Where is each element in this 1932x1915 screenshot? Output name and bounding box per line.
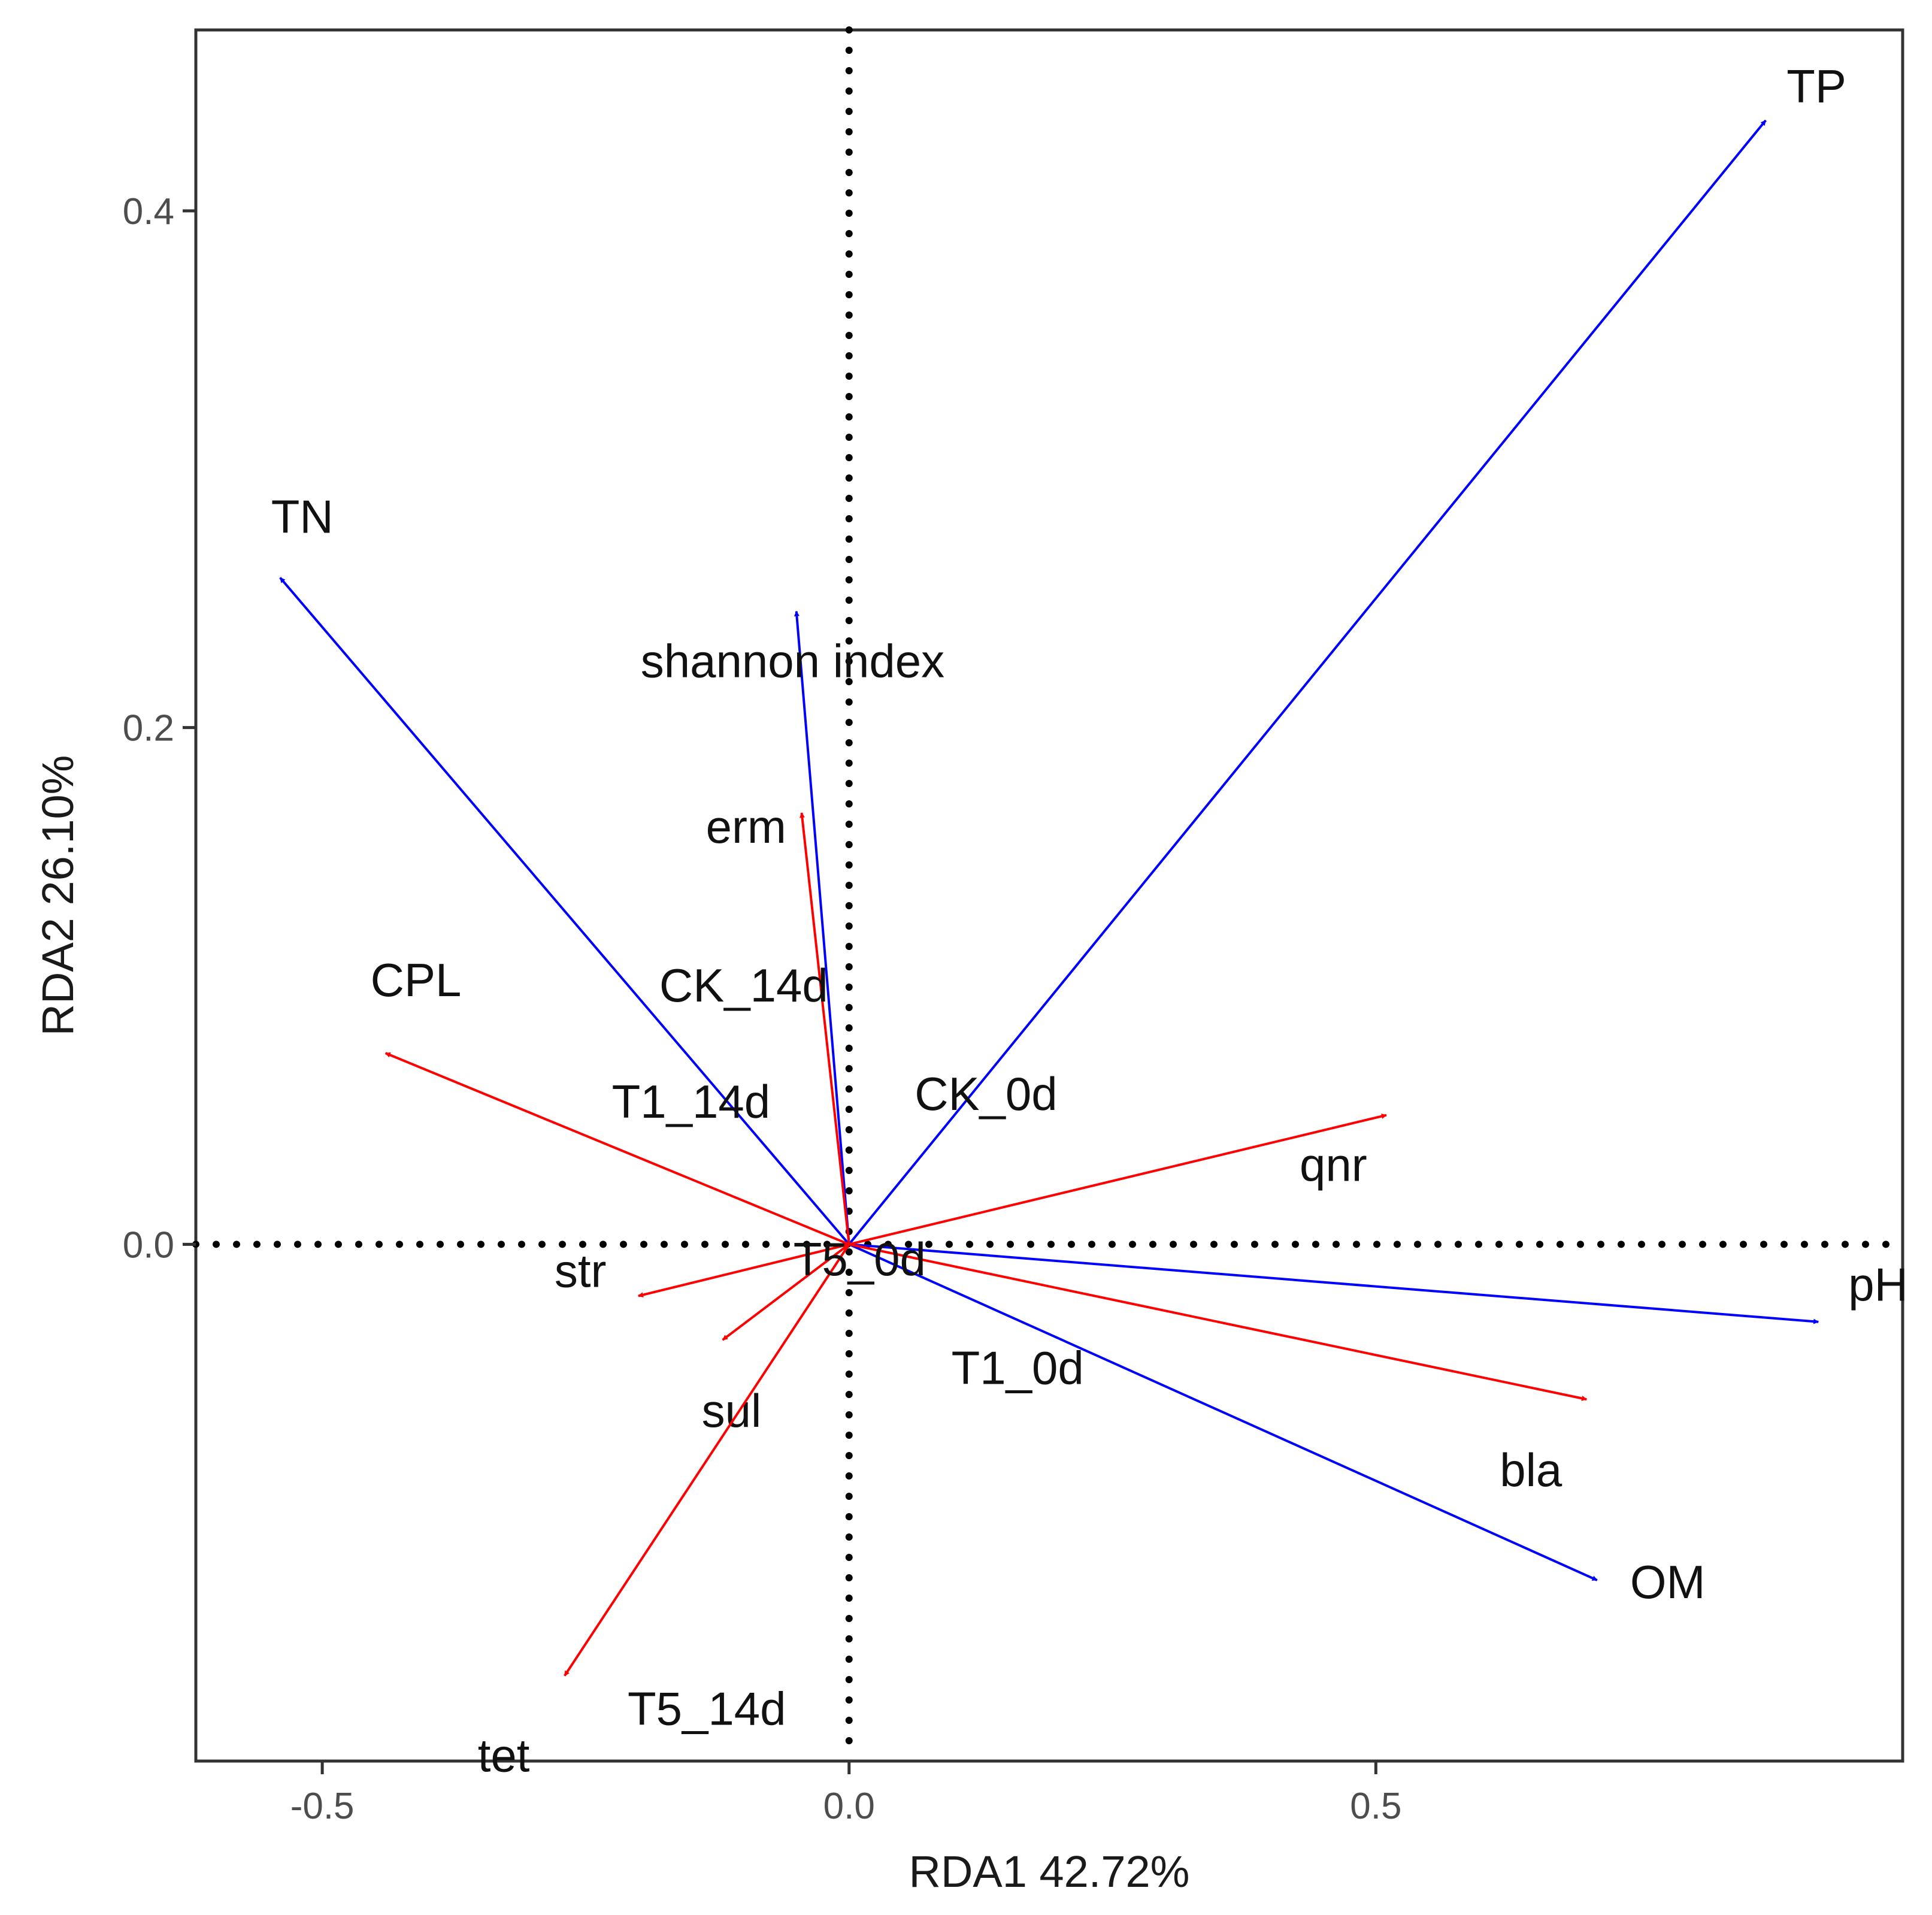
vector-ph bbox=[849, 1243, 1819, 1324]
vector-tp bbox=[848, 119, 1767, 1245]
site-label-ck_14d: CK_14d bbox=[659, 959, 828, 1012]
site-label-t5_0d: T5_0d bbox=[794, 1233, 926, 1285]
y-tick-label: 0.4 bbox=[123, 191, 174, 232]
vector-str bbox=[638, 1243, 850, 1298]
vector-label-tn: TN bbox=[271, 490, 334, 543]
vector-label-qnr: qnr bbox=[1300, 1139, 1367, 1191]
y-axis-title: RDA2 26.10% bbox=[33, 755, 83, 1036]
vector-label-cpl: CPL bbox=[371, 954, 462, 1006]
site-label-ck_0d: CK_0d bbox=[914, 1067, 1058, 1120]
site-label-t5_14d: T5_14d bbox=[628, 1683, 786, 1735]
vector-label-om: OM bbox=[1630, 1556, 1706, 1608]
x-tick-label: 0.0 bbox=[823, 1786, 875, 1827]
x-tick-label: -0.5 bbox=[290, 1786, 355, 1827]
plot-panel bbox=[194, 28, 1904, 1763]
vector-sul bbox=[722, 1243, 850, 1341]
vector-label-bla: bla bbox=[1500, 1444, 1562, 1496]
vector-om bbox=[848, 1243, 1598, 1581]
vector-label-str: str bbox=[555, 1245, 607, 1297]
site-label-t1_0d: T1_0d bbox=[952, 1341, 1084, 1394]
vector-label-erm: erm bbox=[706, 800, 786, 853]
vector-shannon-index bbox=[794, 610, 850, 1245]
site-labels: CK_14d T1_14d CK_0d T5_0d T1_0d T5_14d bbox=[612, 959, 1084, 1735]
vector-label-shannon-index: shannon index bbox=[641, 635, 944, 688]
vector-qnr bbox=[849, 1114, 1387, 1246]
vector-label-tet: tet bbox=[478, 1729, 530, 1782]
x-axis-title: RDA1 42.72% bbox=[909, 1847, 1190, 1896]
axis-ticks: -0.5 0.0 0.5 0.0 0.2 0.4 bbox=[123, 191, 1402, 1827]
y-tick-label: 0.2 bbox=[123, 708, 174, 749]
vector-label-tp: TP bbox=[1786, 60, 1846, 113]
x-tick-label: 0.5 bbox=[1350, 1786, 1401, 1827]
vector-tet bbox=[564, 1244, 850, 1677]
site-label-t1_14d: T1_14d bbox=[612, 1075, 771, 1128]
vector-erm bbox=[799, 812, 850, 1245]
y-tick-label: 0.0 bbox=[123, 1224, 174, 1266]
vector-cpl bbox=[384, 1052, 850, 1246]
vector-bla bbox=[849, 1243, 1588, 1401]
vector-tn bbox=[279, 577, 850, 1245]
vector-label-ph: pH bbox=[1848, 1258, 1908, 1311]
reference-lines bbox=[192, 26, 1906, 1765]
